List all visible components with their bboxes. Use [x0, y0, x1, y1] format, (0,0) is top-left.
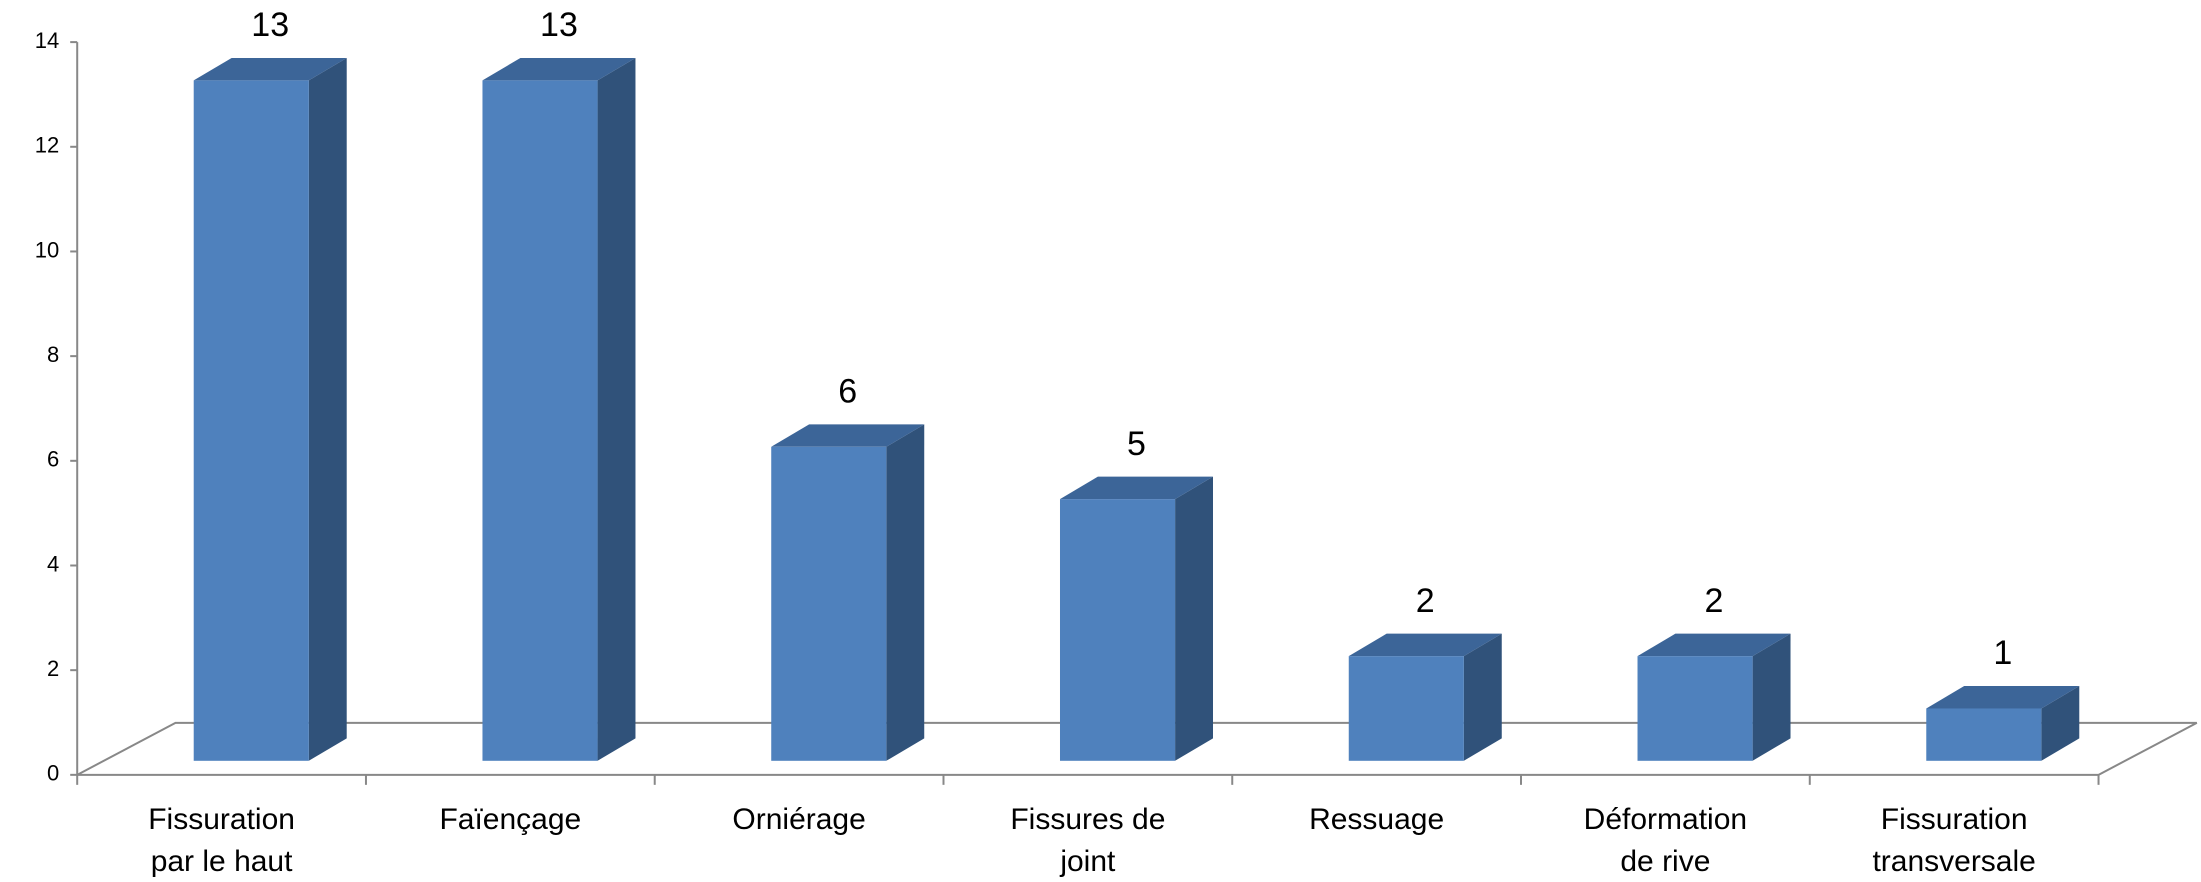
- value-label: 13: [251, 6, 289, 44]
- bar-front: [482, 80, 598, 761]
- x-tick-label: Orniérage: [732, 803, 865, 836]
- bar-top: [1926, 686, 2080, 709]
- bar-front: [193, 80, 309, 761]
- value-label: 1: [1993, 634, 2012, 672]
- bar-side: [597, 57, 636, 761]
- y-tick-label: 14: [35, 28, 59, 53]
- value-label: 6: [838, 372, 857, 410]
- bar: [193, 57, 347, 761]
- x-tick-label: joint: [1059, 845, 1116, 878]
- bar-top: [1348, 633, 1502, 657]
- y-tick-label: 10: [35, 237, 59, 262]
- x-tick-label: transversale: [1872, 845, 2035, 878]
- bar: [1926, 686, 2080, 761]
- x-tick-label: Fissuration: [1881, 803, 2028, 836]
- bar-side: [308, 57, 347, 761]
- x-tick-label: Fissuration: [148, 803, 295, 836]
- bar-top: [1637, 633, 1791, 657]
- bar-top: [193, 57, 347, 81]
- value-label: 5: [1127, 425, 1146, 463]
- x-tick-label: de rive: [1620, 845, 1710, 878]
- y-tick-label: 8: [47, 342, 59, 367]
- bar-side: [1752, 633, 1791, 761]
- x-tick-label: par le haut: [151, 845, 293, 878]
- floor: [76, 721, 2198, 776]
- bar-side: [1175, 476, 1213, 761]
- y-tick-label: 2: [47, 656, 59, 681]
- y-tick-label: 4: [47, 551, 59, 576]
- bar-side: [1463, 633, 1502, 761]
- bar-top: [482, 57, 636, 81]
- bar-top: [771, 424, 925, 447]
- bar-top: [1059, 476, 1213, 500]
- bar-front: [1348, 656, 1464, 761]
- y-tick-label: 12: [35, 133, 59, 158]
- x-tick-label: Fissures de: [1010, 803, 1165, 836]
- bar-front: [1637, 656, 1753, 761]
- bar: [1637, 633, 1791, 761]
- value-label: 2: [1705, 582, 1724, 620]
- x-tick-label: Faïençage: [439, 803, 581, 836]
- y-tick-label: 6: [47, 447, 59, 472]
- bar: [1059, 476, 1213, 761]
- bar-front: [1059, 499, 1176, 761]
- bar-front: [1926, 708, 2042, 761]
- bar-front: [771, 446, 887, 761]
- x-tick-label: Déformation: [1584, 803, 1747, 836]
- x-tick-label: Ressuage: [1309, 803, 1444, 836]
- y-tick-label: 0: [47, 761, 59, 786]
- value-label: 13: [540, 6, 578, 44]
- bar: [482, 57, 636, 761]
- bar: [1348, 633, 1502, 761]
- value-label: 2: [1416, 582, 1435, 620]
- bar-side: [2041, 686, 2080, 761]
- bar-side: [886, 424, 925, 761]
- bar: [771, 424, 925, 761]
